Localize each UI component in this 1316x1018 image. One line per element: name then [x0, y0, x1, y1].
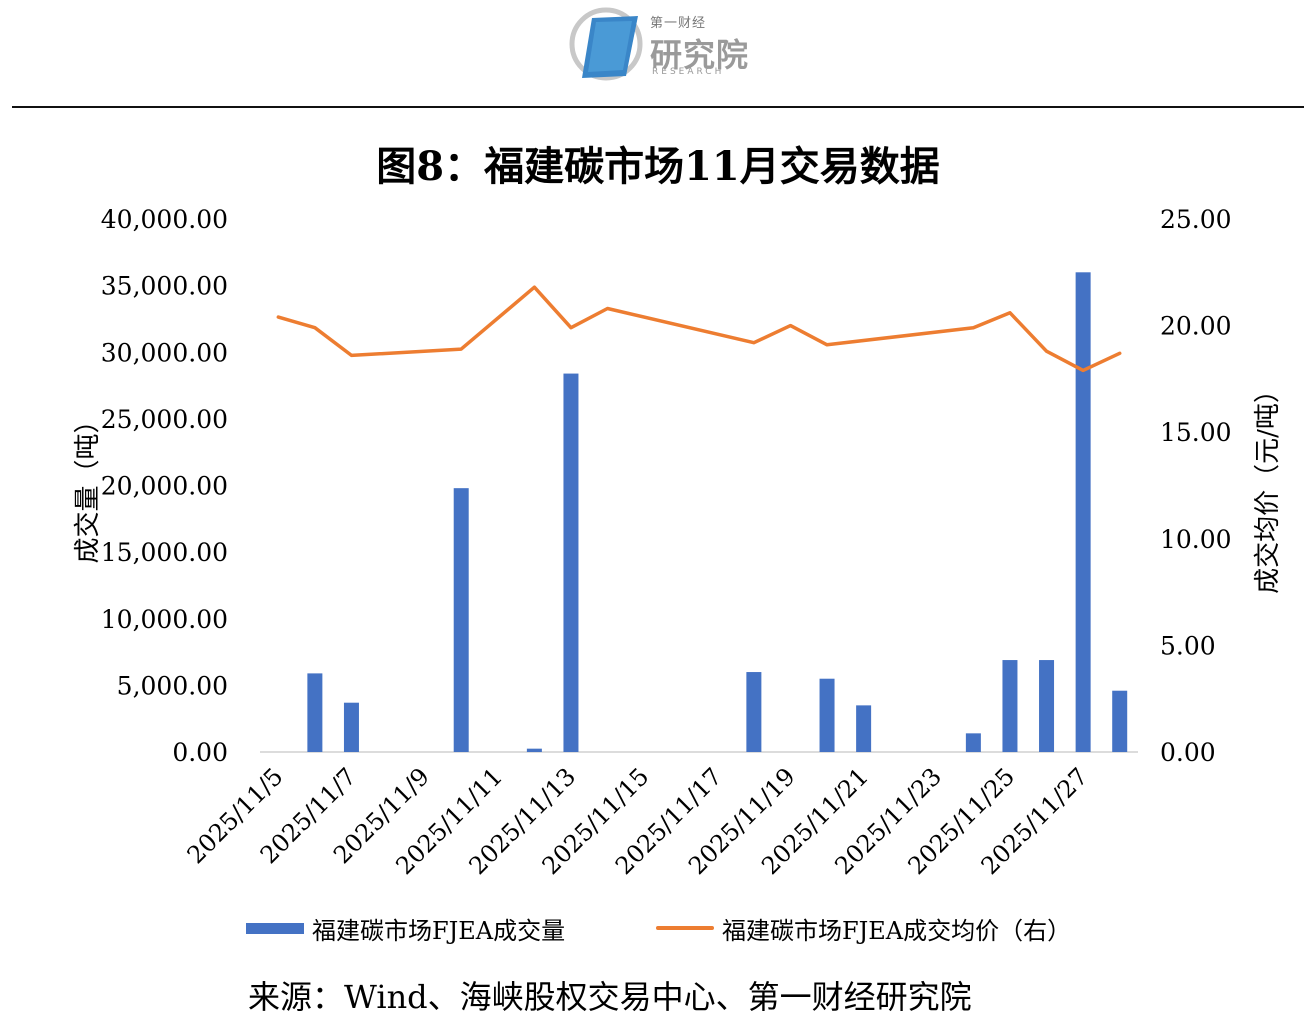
logo-main-text: 研究院 — [650, 36, 750, 74]
volume-bar — [343, 702, 359, 752]
header-divider — [12, 106, 1304, 108]
left-axis-ticks: 0.00 5,000.00 10,000.00 15,000.00 20,000.00 2… — [101, 205, 228, 767]
right-axis-ticks: 0.00 5.00 10.00 15.00 20.00 25.00 — [1160, 205, 1232, 767]
y-tick-label: 0.00 — [172, 738, 228, 767]
y2-tick-label: 0.00 — [1160, 738, 1216, 767]
volume-bar — [746, 672, 762, 752]
research-logo-icon — [569, 7, 643, 81]
y2-tick-label: 5.00 — [1160, 631, 1216, 660]
y-tick-label: 5,000.00 — [117, 671, 228, 700]
logo-en-text: RESEARCH — [652, 67, 725, 77]
volume-bar — [856, 705, 872, 752]
chart-legend: 福建碳市场FJEA成交量 福建碳市场FJEA成交均价（右） — [0, 908, 1316, 948]
source-note: 来源：Wind、海峡股权交易中心、第一财经研究院 — [248, 978, 972, 1016]
volume-bar — [307, 673, 323, 752]
y2-tick-label: 10.00 — [1160, 525, 1232, 554]
legend-bar-swatch — [246, 922, 304, 934]
y-tick-label: 15,000.00 — [101, 538, 228, 567]
legend-label-volume: 福建碳市场FJEA成交量 — [312, 916, 566, 945]
y-tick-label: 10,000.00 — [101, 605, 228, 634]
volume-bar — [563, 373, 579, 752]
legend-item-price: 福建碳市场FJEA成交均价（右） — [656, 908, 1071, 948]
x-axis-ticks: 2025/11/52025/11/72025/11/92025/11/11202… — [182, 762, 1094, 880]
volume-bar — [965, 733, 981, 752]
report-header: 第一财经 研究院 RESEARCH — [0, 0, 1316, 108]
y-tick-label: 35,000.00 — [101, 272, 228, 301]
legend-label-price: 福建碳市场FJEA成交均价（右） — [722, 916, 1072, 945]
legend-line-swatch — [656, 926, 714, 930]
volume-bar — [526, 748, 542, 752]
volume-bar — [819, 678, 835, 752]
y-tick-label: 25,000.00 — [101, 405, 228, 434]
y-tick-label: 40,000.00 — [101, 205, 228, 234]
legend-item-volume: 福建碳市场FJEA成交量 — [246, 908, 565, 948]
chart-title: 图8：福建碳市场11月交易数据 — [376, 143, 940, 190]
price-line — [276, 285, 1122, 373]
volume-bar — [453, 488, 469, 752]
y2-tick-label: 20.00 — [1160, 312, 1232, 341]
y-tick-label: 30,000.00 — [101, 338, 228, 367]
y2-tick-label: 15.00 — [1160, 418, 1232, 447]
volume-bar — [1075, 272, 1091, 752]
right-axis-label: 成交均价（元/吨） — [1253, 377, 1283, 594]
logo-cn-text: 第一财经 — [650, 16, 707, 31]
volume-bar — [1002, 660, 1018, 752]
y-tick-label: 20,000.00 — [101, 472, 228, 501]
volume-bar — [1039, 660, 1055, 752]
volume-bar — [1112, 690, 1128, 752]
volume-bars — [307, 272, 1128, 752]
y2-tick-label: 25.00 — [1160, 205, 1232, 234]
combo-chart: 0.00 5,000.00 10,000.00 15,000.00 20,000.00 2… — [73, 205, 1283, 880]
left-axis-label: 成交量（吨） — [73, 407, 103, 563]
